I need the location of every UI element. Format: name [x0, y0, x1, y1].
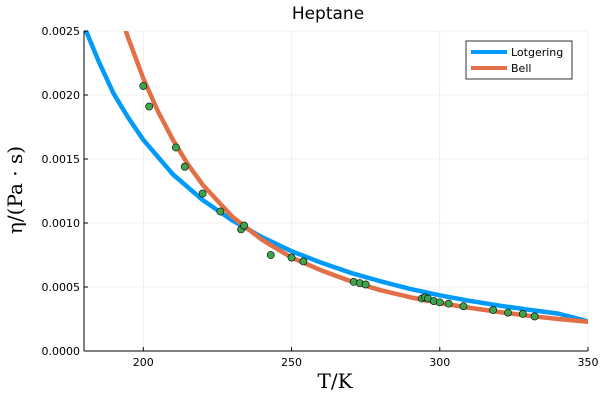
data-point: [216, 207, 225, 216]
legend-box: [465, 40, 573, 80]
tick-labels: 200 250 300 350 0.0000 0.0005 0.0010 0.0015 0.00…: [42, 25, 599, 369]
data-point: [180, 162, 189, 171]
x-tick-label: 200: [133, 356, 154, 369]
legend: Lotgering Bell: [465, 40, 573, 80]
data-point: [435, 298, 444, 307]
y-tick-label: 0.0020: [42, 89, 81, 102]
data-point: [530, 312, 539, 321]
data-point: [240, 221, 248, 230]
series-line-lotgering: [84, 31, 588, 324]
y-tick-label: 0.0000: [42, 345, 81, 358]
y-axis-label: η/(Pa · s): [3, 146, 27, 234]
data-point: [504, 308, 512, 317]
x-axis-label: T/K: [317, 369, 353, 393]
data-point: [172, 143, 180, 152]
legend-label-lotgering: Lotgering: [511, 46, 563, 59]
axes: [83, 30, 589, 352]
x-tick-label: 300: [429, 356, 450, 369]
data-point: [518, 309, 527, 318]
data-point: [139, 82, 148, 90]
y-tick-label: 0.0010: [42, 217, 81, 230]
data-point: [361, 280, 370, 289]
data-point: [198, 189, 207, 198]
y-tick-label: 0.0025: [42, 25, 81, 38]
y-tick-label: 0.0005: [42, 281, 81, 294]
data-point: [266, 251, 275, 259]
data-point: [489, 306, 498, 314]
y-tick-label: 0.0015: [42, 153, 81, 166]
data-point: [444, 299, 453, 308]
data-point: [145, 102, 154, 111]
grid: [84, 30, 589, 352]
data-point: [459, 302, 468, 311]
x-tick-label: 350: [578, 356, 599, 369]
series-group: [84, 31, 588, 325]
chart-title: Heptane: [292, 4, 364, 24]
data-point: [299, 257, 308, 266]
legend-label-bell: Bell: [511, 62, 531, 75]
data-point: [287, 253, 296, 262]
x-tick-label: 250: [281, 356, 302, 369]
